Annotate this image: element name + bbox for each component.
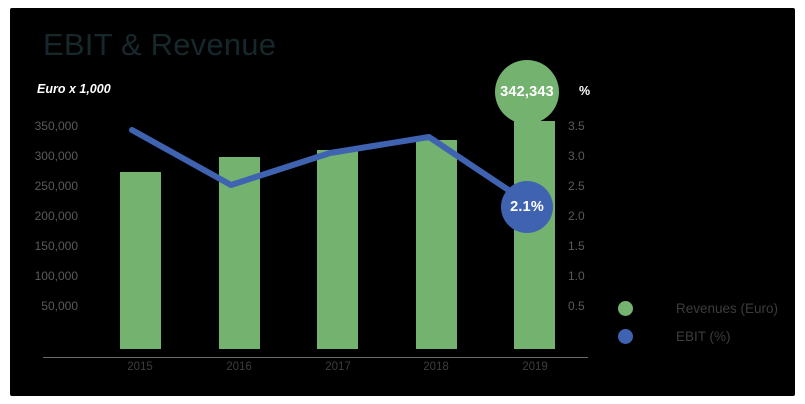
y2-axis-tick-label: 3.0 (568, 149, 585, 163)
bar-2019[interactable] (514, 121, 555, 349)
x-axis-tick-label: 2018 (423, 361, 449, 373)
bar-2017[interactable] (317, 150, 358, 349)
y2-axis-tick-label: 1.5 (568, 239, 585, 253)
x-axis-tick-label: 2015 (127, 361, 153, 373)
y-axis-tick-label: 200,000 (34, 209, 78, 223)
y2-axis-tick-label: 3.5 (568, 119, 585, 133)
left-axis-unit-label: Euro x 1,000 (37, 82, 111, 96)
y-axis-tick-label: 100,000 (34, 269, 78, 283)
y-axis-tick-label: 50,000 (41, 299, 78, 313)
revenue-value-badge: 342,343 (495, 60, 559, 124)
ebit-value-badge: 2.1% (501, 181, 553, 233)
y-axis-tick-label: 250,000 (34, 179, 78, 193)
page-title: EBIT & Revenue (43, 27, 277, 62)
y-axis-tick-label: 150,000 (34, 239, 78, 253)
legend-swatch-ebit-icon (618, 328, 633, 344)
bar-2015[interactable] (120, 172, 161, 349)
legend-item-revenues[interactable]: Revenues (Euro) (618, 294, 778, 322)
legend-label-ebit: EBIT (%) (676, 328, 731, 344)
y2-axis-tick-label: 1.0 (568, 269, 585, 283)
chart-legend: Revenues (Euro) EBIT (%) (618, 294, 778, 350)
legend-swatch-revenues-icon (618, 300, 633, 316)
chart-panel: EBIT & Revenue Euro x 1,000 % 350,000 30… (10, 8, 795, 396)
y2-axis-tick-label: 2.5 (568, 179, 585, 193)
y-axis-tick-label: 350,000 (34, 119, 78, 133)
x-axis-tick-label: 2016 (226, 361, 252, 373)
legend-label-revenues: Revenues (Euro) (676, 300, 779, 316)
x-axis-tick-label: 2017 (325, 361, 351, 373)
bar-2016[interactable] (219, 157, 260, 349)
x-axis-baseline (43, 357, 588, 358)
y2-axis-tick-label: 2.0 (568, 209, 585, 223)
y2-axis-tick-label: 0.5 (568, 299, 585, 313)
legend-item-ebit[interactable]: EBIT (%) (618, 322, 778, 350)
y-axis-tick-label: 300,000 (34, 149, 78, 163)
right-axis-unit-label: % (579, 84, 591, 98)
bar-2018[interactable] (416, 140, 457, 349)
x-axis-tick-label: 2019 (522, 361, 548, 373)
